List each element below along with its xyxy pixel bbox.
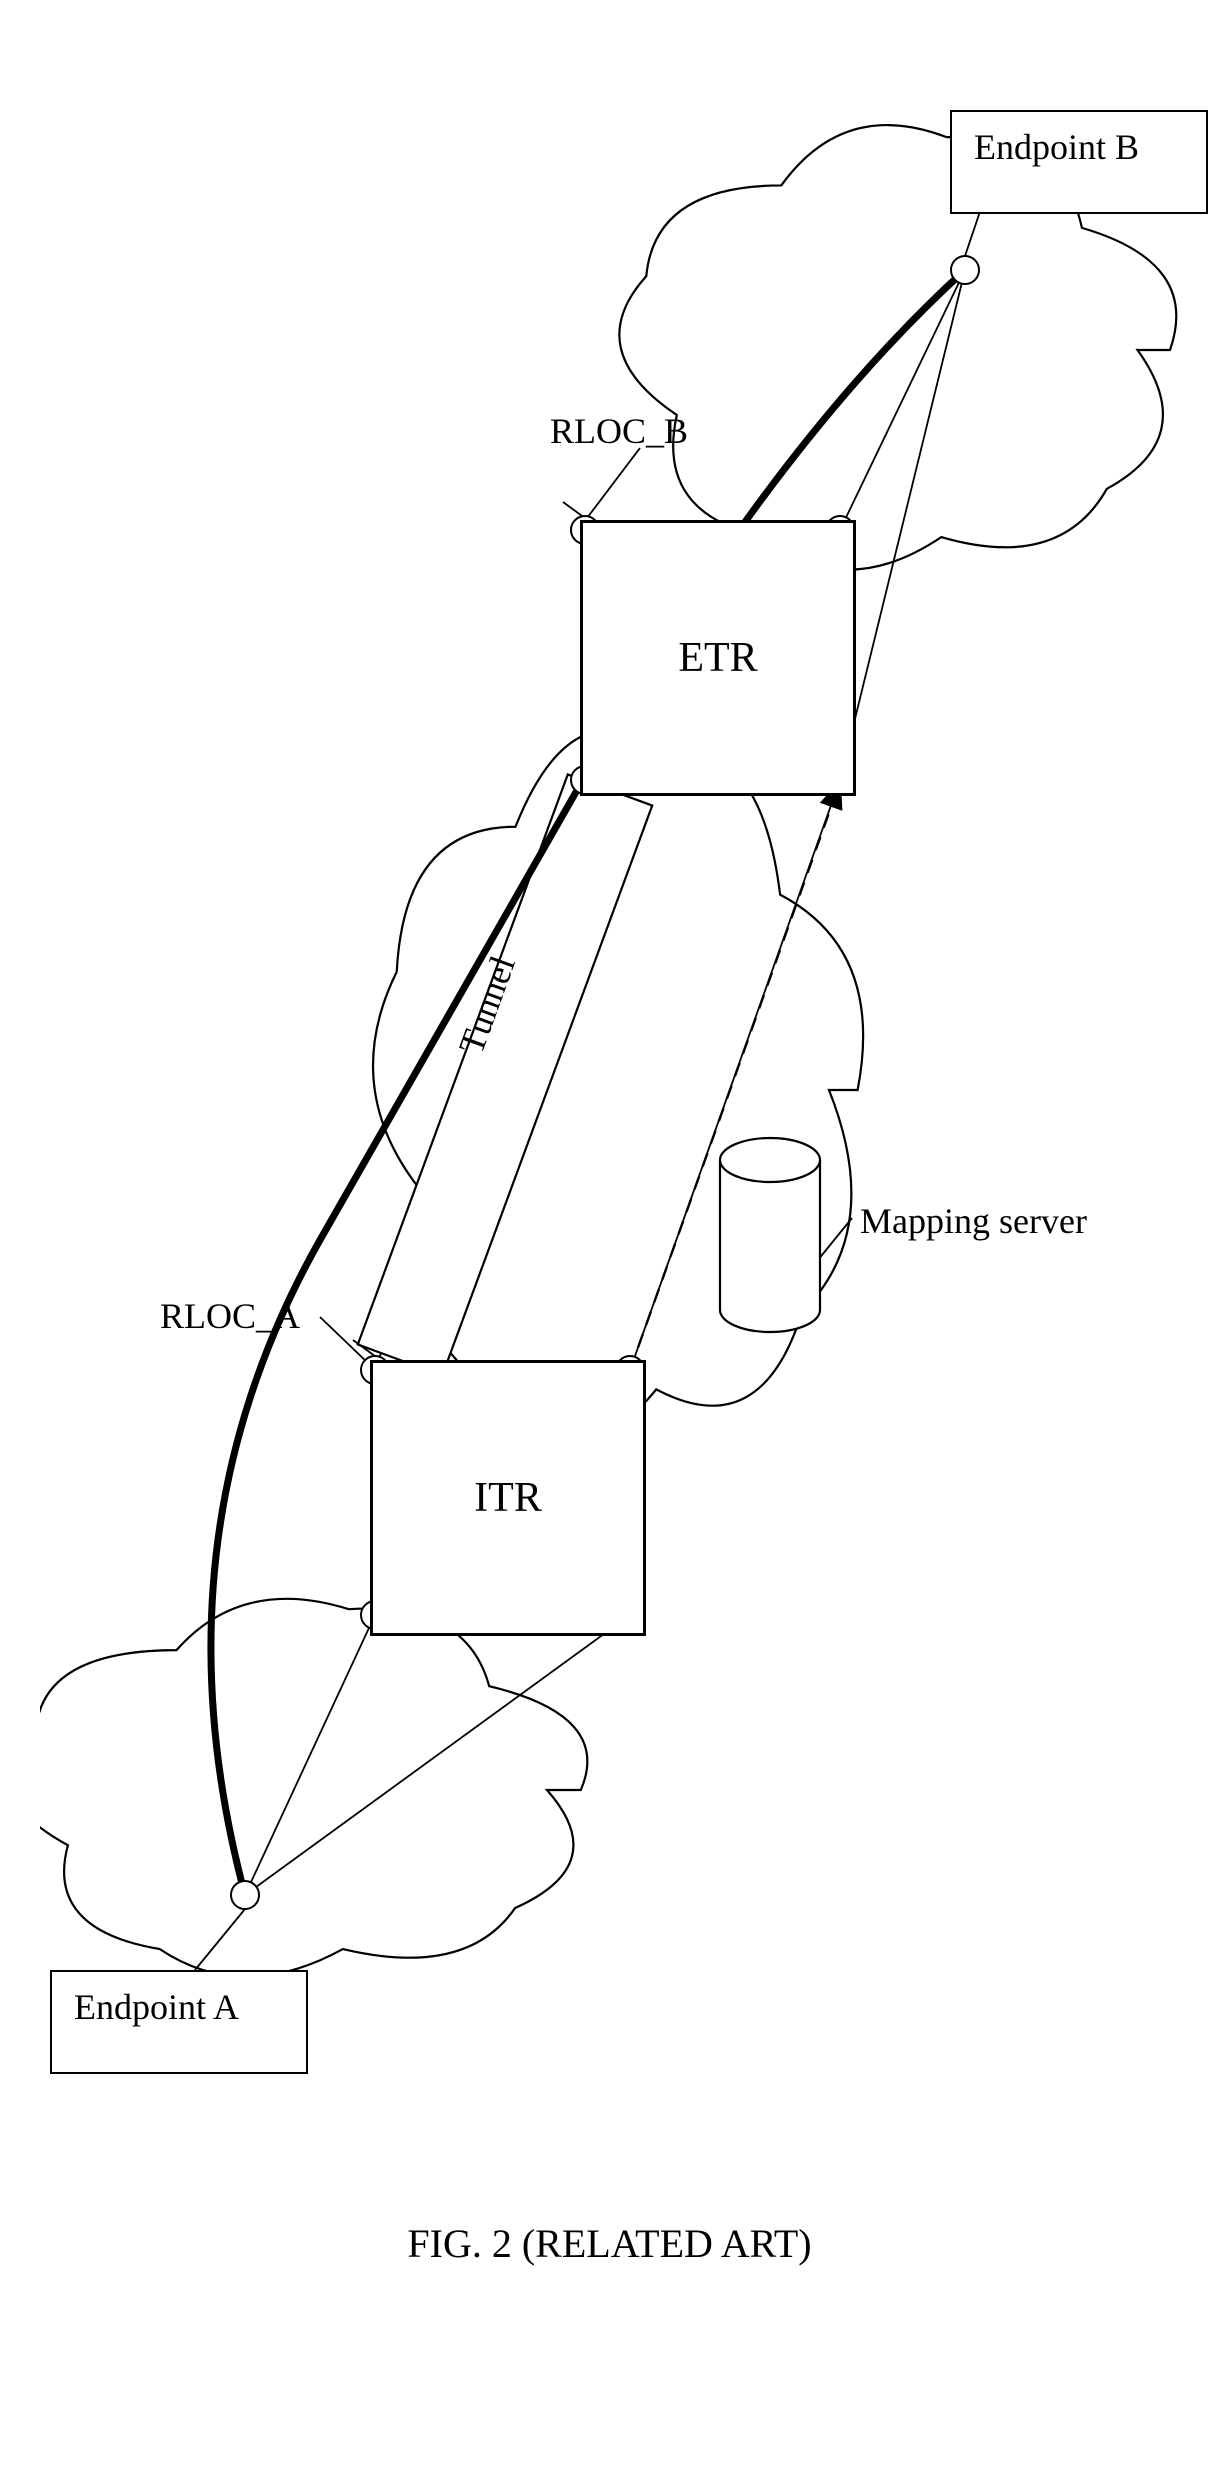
mapping-server-label: Mapping server (860, 1200, 1087, 1242)
itr-label: ITR (474, 1474, 542, 1522)
endpoint-b-label: Endpoint B (974, 127, 1139, 167)
endpoint-a-box: Endpoint A (50, 1970, 308, 2074)
diagram-svg (40, 40, 1179, 2140)
figure-caption: FIG. 2 (RELATED ART) (40, 2220, 1179, 2267)
itr-box: ITR (370, 1360, 646, 1636)
rloc-b-label: RLOC_B (550, 410, 688, 452)
rloc-a-label: RLOC_A (160, 1295, 300, 1337)
endpoint-a-label: Endpoint A (74, 1987, 239, 2027)
figure-diagram: ITR ETR Endpoint A Endpoint B RLOC_A RLO… (40, 40, 1179, 2140)
endpoint-b-box: Endpoint B (950, 110, 1208, 214)
etr-label: ETR (678, 634, 757, 682)
etr-box: ETR (580, 520, 856, 796)
